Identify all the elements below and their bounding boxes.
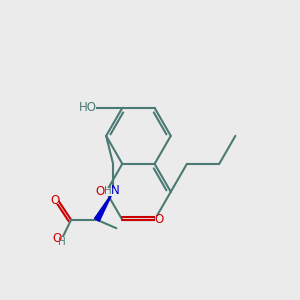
Bar	[155, 216, 163, 223]
Text: O: O	[52, 232, 62, 245]
Text: O: O	[50, 194, 59, 207]
Text: O: O	[95, 185, 104, 198]
Bar	[51, 197, 59, 204]
Text: O: O	[154, 213, 164, 226]
Text: HO: HO	[79, 101, 97, 114]
Polygon shape	[94, 192, 113, 221]
Text: N: N	[111, 184, 120, 197]
Bar	[80, 104, 96, 111]
Text: H: H	[104, 186, 112, 196]
Bar	[104, 188, 117, 196]
Bar	[52, 237, 64, 244]
Bar	[94, 190, 105, 196]
Text: H: H	[58, 237, 66, 247]
